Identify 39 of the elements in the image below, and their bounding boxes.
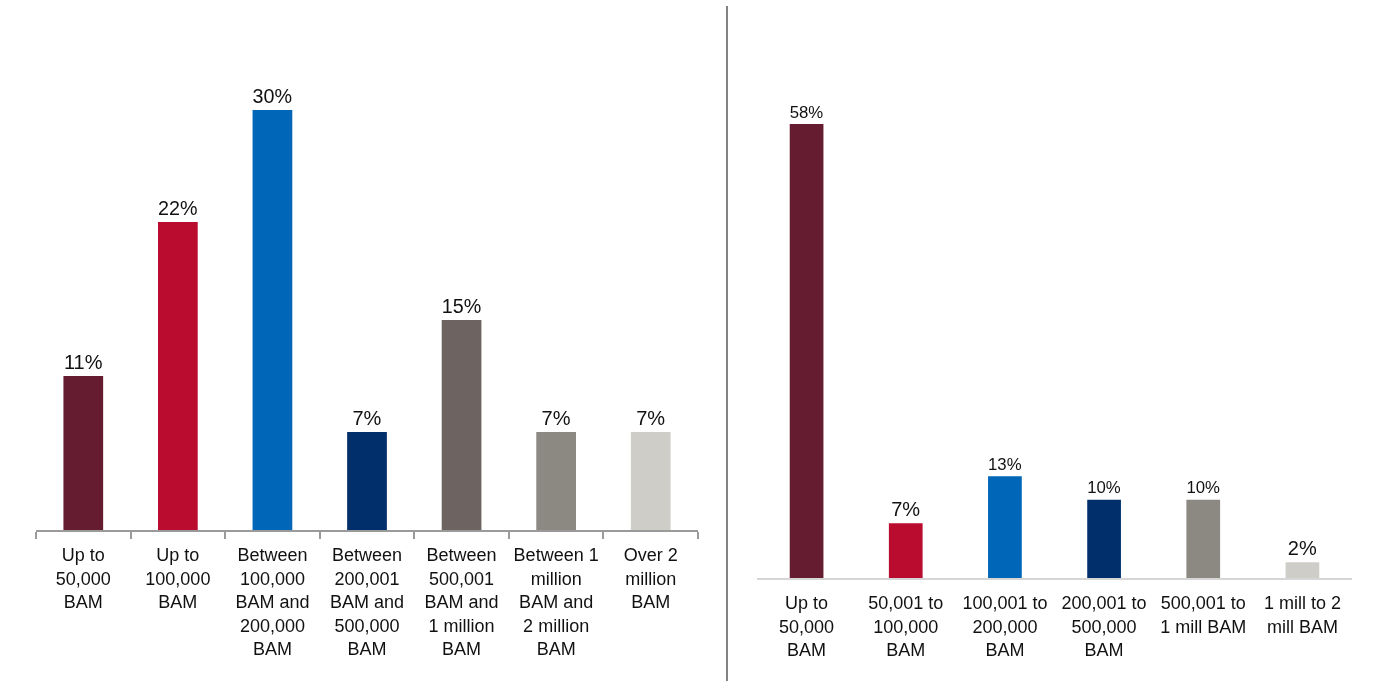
bar: [63, 376, 104, 530]
data-label: 10%: [1186, 478, 1221, 498]
bar: [252, 110, 293, 530]
data-label: 2%: [1287, 537, 1317, 560]
data-label: 58%: [789, 102, 824, 122]
x-tick-label: Up to 50,000 BAM: [55, 545, 111, 613]
data-label: 22%: [158, 197, 198, 220]
bar: [1087, 499, 1121, 578]
x-tick-label: Between 100,000 BAM and 200,000 BAM: [235, 545, 310, 659]
data-label: 11%: [63, 351, 103, 373]
bar: [536, 432, 576, 530]
x-tick-label: Between 200,001 BAM and 500,000 BAM: [329, 545, 405, 659]
bar: [347, 432, 387, 530]
x-tick-label: 500,001 to 1 mill BAM: [1160, 593, 1247, 637]
data-label: 13%: [988, 454, 1022, 474]
bar: [988, 476, 1022, 578]
x-tick-label: Between 500,001 BAM and 1 million BAM: [424, 545, 499, 659]
data-label: 30%: [252, 85, 293, 108]
bar: [789, 124, 824, 578]
x-tick-label: 50,001 to 100,000 BAM: [868, 593, 944, 661]
bar: [158, 222, 198, 530]
data-label: 10%: [1087, 478, 1121, 498]
x-tick-label: Up to 100,000 BAM: [145, 545, 211, 613]
bar: [1186, 499, 1221, 578]
x-tick-label: 200,001 to 500,000 BAM: [1061, 593, 1147, 661]
data-label: 7%: [636, 407, 666, 429]
x-tick-label: 100,001 to 200,000 BAM: [962, 593, 1048, 661]
bar: [441, 320, 482, 530]
x-tick-label: Between 1 million BAM and 2 million BAM: [513, 545, 599, 659]
data-label: 7%: [352, 407, 382, 429]
data-label: 7%: [541, 407, 571, 429]
bar: [888, 523, 923, 578]
x-tick-label: 1 mill to 2 mill BAM: [1263, 593, 1341, 637]
bar: [1285, 562, 1320, 578]
data-label: 15%: [441, 295, 482, 318]
data-label: 7%: [891, 498, 921, 521]
bar: [630, 432, 671, 530]
x-tick-label: Over 2 million BAM: [623, 545, 678, 613]
x-tick-label: Up to 50,000 BAM: [779, 593, 835, 661]
